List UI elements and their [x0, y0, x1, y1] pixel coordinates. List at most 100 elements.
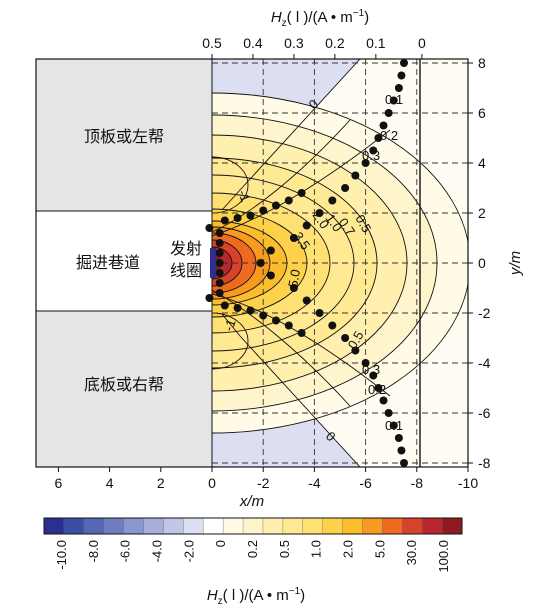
profile-point [389, 96, 398, 105]
colorbar-swatch [183, 518, 204, 534]
contour-label: 0.1 [385, 418, 403, 433]
colorbar: -10.0 -8.0 -6.0 -4.0 -2.0 0 0.2 0.5 1.0 2.0 5.0 30.… [43, 517, 463, 573]
top-rock-label: 顶板或左帮 [84, 127, 164, 146]
contour-label: 0.3 [362, 362, 380, 377]
x-axis: 6 4 2 0 -2 -4 -6 -8 -10 [55, 467, 478, 491]
colorbar-label: Hz( l )/(A • m−1) [207, 586, 305, 607]
colorbar-tick-label: 30.0 [404, 540, 419, 565]
colorbar-tick-label: 100.0 [436, 540, 451, 573]
profile-point [374, 384, 383, 392]
top-axis-label-sup: −1 [353, 8, 365, 19]
profile-point [233, 304, 242, 312]
field-map [212, 59, 468, 467]
colorbar-tick-label: 0 [213, 540, 228, 547]
profile-point [284, 196, 293, 205]
colorbar-label-main: H [207, 587, 218, 604]
profile-point [394, 434, 403, 442]
profile-point [289, 234, 298, 242]
contour-labels: -1 -1 0 0 0.1 0.1 0.2 0.2 0.3 0.3 0.5 0.… [221, 92, 403, 444]
transmit-coil [210, 248, 216, 278]
contour-label: 0.2 [368, 382, 386, 397]
colorbar-swatch [402, 518, 423, 534]
profile-point [379, 121, 388, 130]
tunnel-panel [35, 210, 213, 312]
x-tick-label: 4 [106, 475, 114, 491]
profile-point [272, 316, 280, 325]
colorbar-swatch [422, 518, 443, 534]
colorbar-swatch [243, 518, 264, 534]
profile-point [215, 289, 224, 297]
colorbar-label-rest: ( l )/(A • m [223, 587, 289, 604]
x-tick-label: -2 [257, 475, 270, 491]
y-tick-label: 4 [478, 155, 486, 171]
contour-label: -1 [235, 188, 253, 204]
profile-point [394, 84, 403, 92]
profile-point [233, 214, 242, 222]
colorbar-swatch [342, 518, 363, 534]
colorbar-frame [43, 517, 463, 535]
profile-points [205, 59, 408, 467]
profile-point [397, 71, 406, 80]
colorbar-tick-label: -4.0 [149, 540, 164, 562]
coil-label-line1: 发射 [170, 239, 202, 258]
y-tick-label: -4 [478, 355, 491, 371]
x-tick-label: -6 [359, 475, 372, 491]
colorbar-label-sub: z [218, 596, 223, 607]
profile-point [341, 184, 350, 192]
x-tick-label: -4 [308, 475, 321, 491]
profile-point [215, 239, 224, 247]
colorbar-swatch [322, 518, 344, 534]
profile-point [215, 269, 224, 277]
profile-point [266, 246, 275, 255]
profile-point [328, 196, 337, 205]
profile-point [259, 311, 268, 320]
colorbar-swatch [143, 518, 164, 534]
top-axis-label-main: H [271, 9, 282, 26]
y-tick-label: 2 [478, 205, 486, 221]
profile-point [297, 329, 306, 337]
profile-point [369, 371, 378, 380]
colorbar-label-close: ) [300, 587, 305, 604]
profile-point [379, 396, 388, 405]
top-tick-label: 0.1 [366, 35, 386, 51]
profile-point [384, 109, 393, 117]
y-axis: 8 6 4 2 0 -2 -4 -6 -8 [468, 55, 491, 471]
profile-point [328, 321, 337, 330]
top-axis-label: Hz( l )/(A • m−1) [271, 8, 369, 29]
profile-point [205, 294, 214, 302]
colorbar-swatch [44, 518, 65, 534]
top-tick-label: 0.2 [325, 35, 345, 51]
profile-point [272, 201, 280, 210]
colorbar-swatch [282, 518, 304, 534]
profile-point [256, 259, 265, 267]
profile-point [400, 59, 408, 67]
profile-point [215, 229, 224, 237]
profile-point [315, 309, 324, 317]
colorbar-tick-label: -2.0 [181, 540, 196, 562]
profile-point [400, 459, 408, 467]
contour-label: -1 [221, 317, 239, 333]
top-axis-label-sub: z [282, 18, 287, 29]
y-tick-label: 6 [478, 105, 486, 121]
profile-point [289, 284, 298, 292]
profile-point [369, 146, 378, 155]
profile-point [215, 249, 224, 257]
profile-point [389, 421, 398, 430]
y-tick-label: 8 [478, 55, 486, 71]
top-tick-label: 0.5 [202, 35, 222, 51]
y-axis-label: y/m [507, 251, 524, 276]
profile-point [220, 216, 229, 225]
profile-point [246, 306, 255, 315]
profile-point [351, 346, 360, 355]
x-tick-label: -10 [458, 475, 478, 491]
colorbar-tick-label: 1.0 [309, 540, 324, 558]
colorbar-swatch [123, 518, 145, 534]
y-tick-label: -6 [478, 405, 491, 421]
profile-point [384, 409, 393, 417]
colorbar-label-sup: −1 [289, 586, 301, 597]
colorbar-swatch [103, 518, 125, 534]
profile-point [284, 321, 293, 330]
x-axis-label: x/m [239, 493, 264, 510]
profile-point [351, 171, 360, 180]
